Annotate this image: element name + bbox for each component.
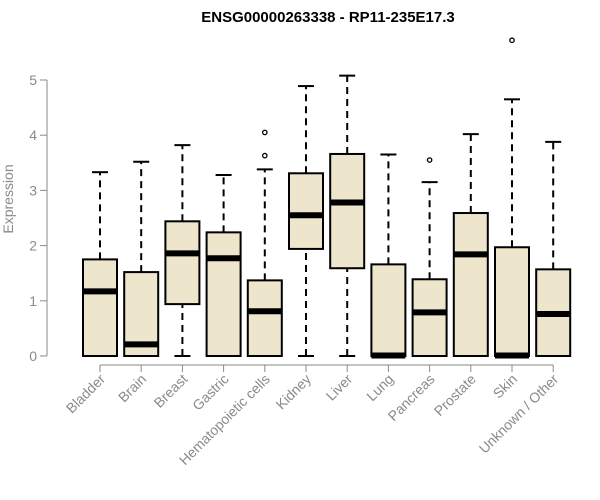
outlier-point bbox=[261, 129, 268, 136]
box-pancreas bbox=[411, 157, 448, 357]
box-skin bbox=[494, 37, 530, 359]
iqr-box bbox=[411, 278, 448, 357]
iqr-box bbox=[82, 258, 118, 357]
y-tick-label: 5 bbox=[29, 72, 37, 88]
y-tick-label: 0 bbox=[29, 348, 37, 364]
iqr-box bbox=[370, 263, 407, 358]
y-axis-label: Expression bbox=[0, 164, 16, 233]
iqr-box bbox=[288, 172, 324, 250]
box-breast bbox=[164, 144, 201, 357]
x-tick-label: Liver bbox=[323, 371, 356, 404]
iqr-box bbox=[164, 220, 201, 306]
iqr-box bbox=[329, 152, 366, 270]
boxes bbox=[82, 37, 572, 359]
x-tick-label: Bladder bbox=[63, 371, 109, 417]
x-tick-label: Breast bbox=[151, 371, 191, 411]
y-axis: 0 1 2 3 4 5 bbox=[29, 72, 48, 364]
iqr-box bbox=[246, 279, 283, 358]
box-unknown-other bbox=[535, 140, 572, 357]
box-bladder bbox=[82, 171, 118, 357]
box-hematopoietic-cells bbox=[246, 129, 283, 358]
iqr-box bbox=[452, 212, 489, 357]
box-brain bbox=[123, 160, 160, 358]
x-tick-label: Skin bbox=[490, 371, 521, 402]
box-gastric bbox=[205, 173, 242, 358]
x-tick-label: Lung bbox=[363, 371, 396, 404]
y-tick-label: 2 bbox=[29, 238, 37, 254]
box-liver bbox=[329, 74, 366, 357]
y-tick-label: 4 bbox=[29, 127, 37, 143]
y-tick-label: 1 bbox=[29, 293, 37, 309]
iqr-box bbox=[205, 231, 242, 358]
y-tick-label: 3 bbox=[29, 182, 37, 198]
outlier-point bbox=[426, 157, 433, 163]
chart-title: ENSG00000263338 - RP11-235E17.3 bbox=[201, 9, 455, 26]
outlier-point bbox=[509, 37, 515, 44]
x-tick-label: Prostate bbox=[431, 371, 479, 419]
x-tick-label: Brain bbox=[115, 371, 149, 405]
box-lung bbox=[370, 153, 407, 359]
box-prostate bbox=[452, 133, 489, 357]
x-tick-label: Kidney bbox=[273, 371, 315, 413]
box-kidney bbox=[288, 85, 324, 357]
outlier-point bbox=[261, 152, 268, 159]
iqr-box bbox=[494, 246, 530, 357]
